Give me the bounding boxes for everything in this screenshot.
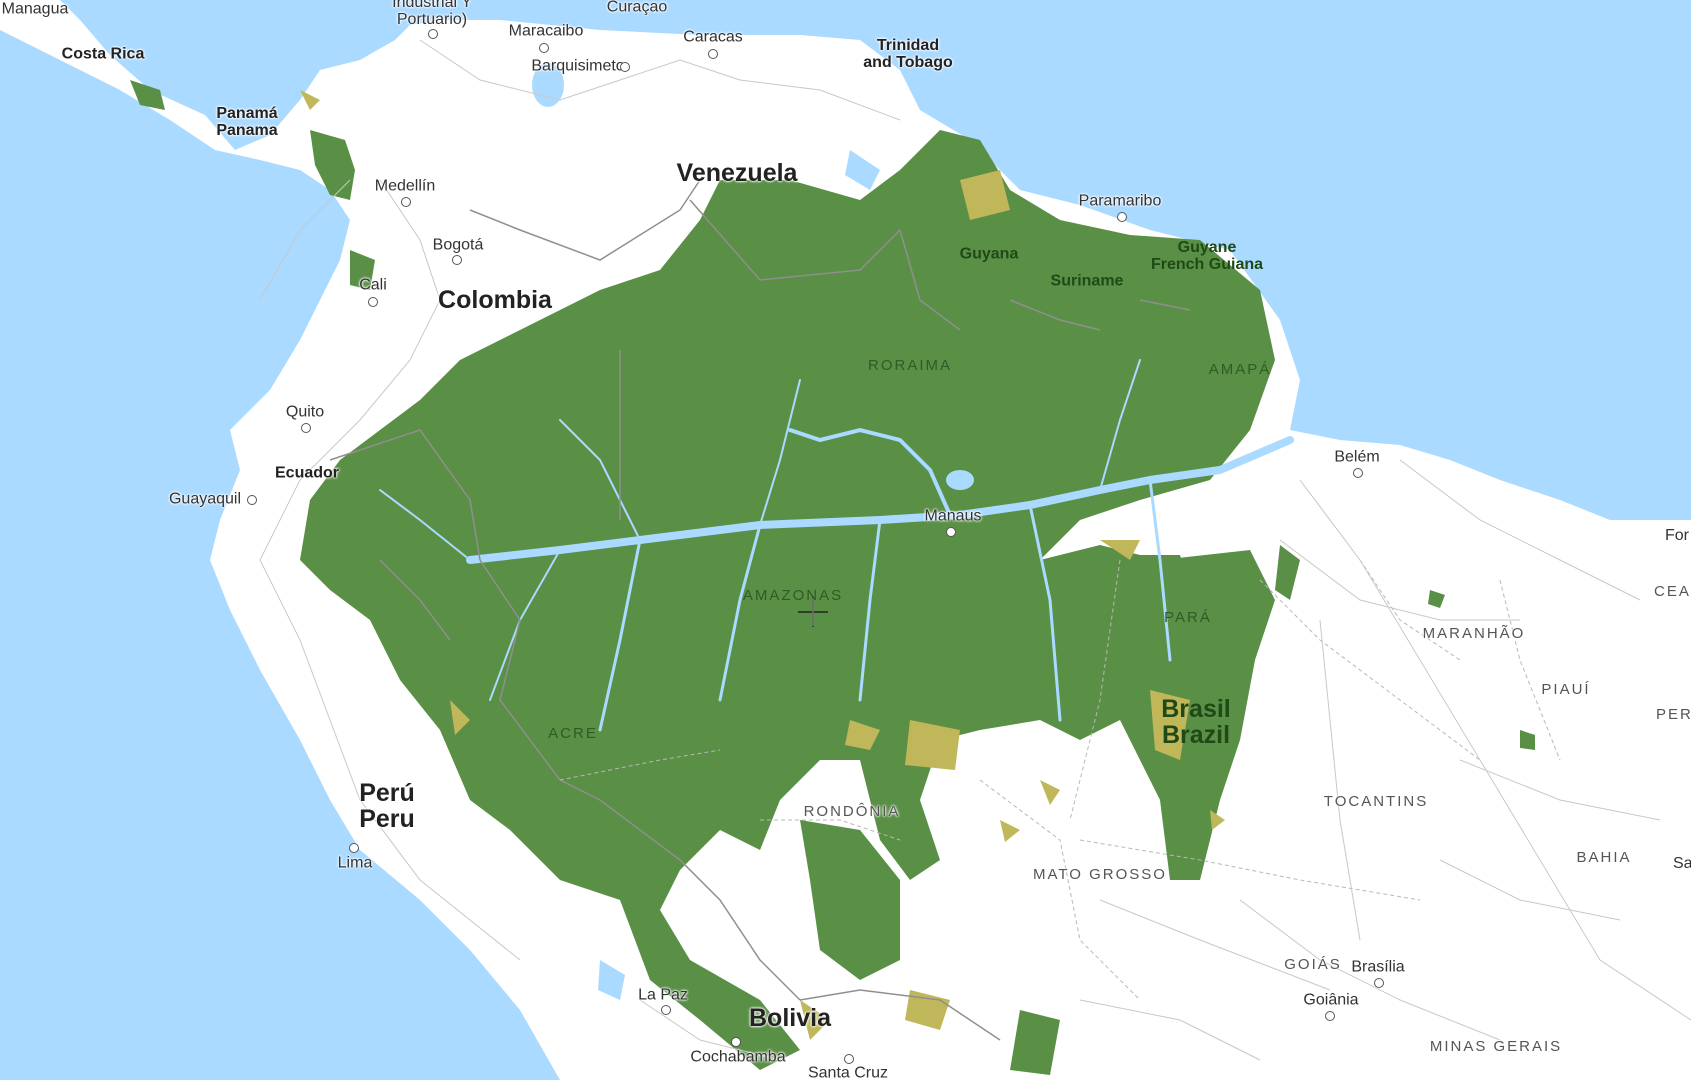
city-manaus: Manaus: [924, 507, 982, 525]
state-rondonia: RONDÔNIA: [803, 803, 901, 821]
state-acre: ACRE: [548, 725, 598, 743]
state-tocantins: TOCANTINS: [1323, 793, 1429, 811]
city-dot: [1117, 212, 1127, 222]
country-guyana: Guyana: [959, 245, 1019, 263]
city-dot: [1353, 468, 1363, 478]
city-maracaibo: Maracaibo: [508, 22, 584, 40]
city-bogota: Bogotá: [432, 236, 484, 254]
state-borders: [559, 559, 1561, 1001]
city-cali: Cali: [359, 276, 387, 294]
crosshair-cursor-icon: [798, 597, 828, 627]
river-layer: [379, 359, 1294, 732]
state-mato-grosso: MATO GROSSO: [1033, 866, 1167, 884]
city-dot: [946, 527, 956, 537]
state-piaui: PIAUÍ: [1541, 681, 1591, 699]
city-goiania: Goiânia: [1303, 991, 1359, 1009]
city-belem: Belém: [1334, 448, 1380, 466]
city-managua: Managua: [1, 0, 69, 18]
city-brasilia: Brasília: [1351, 958, 1405, 976]
city-dot: [620, 62, 630, 72]
city-dot: [844, 1054, 854, 1064]
country-panama: Panamá Panama: [216, 105, 278, 139]
city-fortaleza-partial: For: [1665, 527, 1689, 544]
country-peru: Perú Peru: [359, 778, 415, 833]
country-ecuador: Ecuador: [274, 464, 340, 482]
city-dot: [661, 1005, 671, 1015]
state-ceara-partial: CEAR: [1654, 583, 1691, 600]
city-dot: [349, 843, 359, 853]
city-dot: [539, 43, 549, 53]
country-french-guiana: Guyane French Guiana: [1150, 239, 1264, 273]
country-colombia: Colombia: [438, 285, 552, 314]
city-lima: Lima: [337, 854, 373, 872]
lake-maracaibo: [532, 63, 564, 107]
state-goias: GOIÁS: [1284, 956, 1342, 974]
city-dot: [301, 423, 311, 433]
country-borders: [329, 179, 1191, 1041]
city-caracas: Caracas: [683, 28, 743, 46]
state-amapa: AMAPÁ: [1208, 361, 1272, 379]
city-medellin: Medellín: [374, 177, 436, 195]
city-dot: [452, 255, 462, 265]
state-maranhao: MARANHÃO: [1422, 625, 1526, 643]
city-quito: Quito: [285, 403, 325, 421]
city-barquisimeto: Barquisimeto: [531, 57, 625, 75]
road-network: [259, 39, 1691, 1061]
city-dot: [1374, 978, 1384, 988]
forest-amazon: [300, 130, 1275, 1070]
state-amazonas: AMAZONAS: [742, 587, 844, 605]
city-dot: [731, 1037, 741, 1047]
city-salvador-partial: Sa: [1673, 855, 1691, 872]
city-industrial-y-portuario: Industrial Y Portuario): [392, 0, 472, 28]
city-dot: [401, 197, 411, 207]
city-dot: [368, 297, 378, 307]
country-brazil: Brasil Brazil: [1161, 694, 1231, 749]
state-pernambuco-partial: PER: [1656, 706, 1691, 723]
country-trinidad-and-tobago: Trinidad and Tobago: [863, 37, 953, 71]
city-dot: [428, 29, 438, 39]
state-roraima: RORAIMA: [867, 357, 953, 375]
state-minas-gerais: MINAS GERAIS: [1429, 1038, 1563, 1056]
state-para: PARÁ: [1164, 609, 1212, 627]
city-guayaquil: Guayaquil: [168, 490, 242, 508]
country-suriname: Suriname: [1050, 272, 1124, 290]
country-venezuela: Venezuela: [676, 158, 798, 187]
country-bolivia: Bolivia: [749, 1003, 831, 1032]
city-dot: [1325, 1011, 1335, 1021]
country-costa-rica: Costa Rica: [61, 45, 145, 63]
city-la-paz: La Paz: [638, 986, 688, 1004]
state-bahia: BAHIA: [1576, 849, 1632, 867]
city-cochabamba: Cochabamba: [690, 1048, 786, 1066]
city-curacao: Curaçao: [606, 0, 668, 16]
city-santa-cruz: Santa Cruz: [807, 1064, 889, 1080]
city-paramaribo: Paramaribo: [1078, 192, 1162, 210]
forest-loss-layer: [300, 90, 1225, 1040]
city-dot: [708, 49, 718, 59]
lake-titicaca: [598, 960, 625, 1000]
city-dot: [247, 495, 257, 505]
